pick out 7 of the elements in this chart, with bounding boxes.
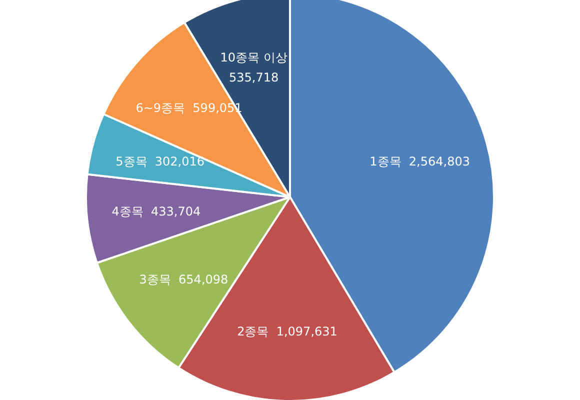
slice-label: 2종목 1,097,631 xyxy=(237,324,338,339)
data-label: 535,718 xyxy=(229,70,279,84)
slice-label: 5종목 302,016 xyxy=(116,154,205,169)
slice-label: 4종목 433,704 xyxy=(112,204,201,219)
slice-label: 3종목 654,098 xyxy=(139,272,228,287)
slice-label: 10종목 이상 xyxy=(220,50,288,64)
slice-label: 1종목 2,564,803 xyxy=(370,154,470,168)
